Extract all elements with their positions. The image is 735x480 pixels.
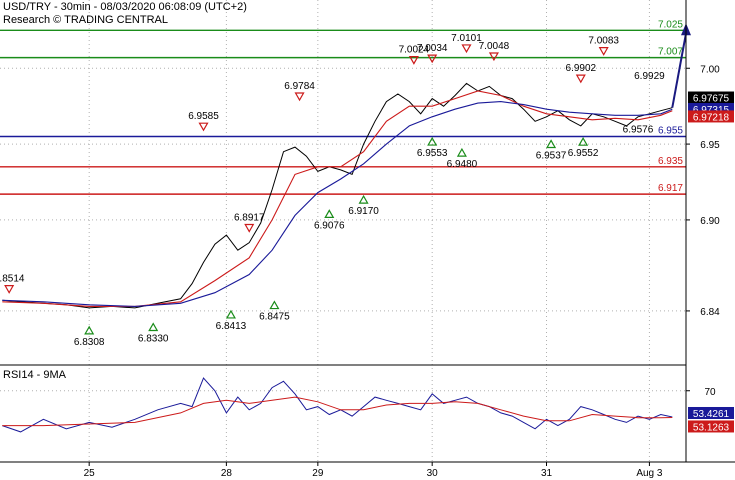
swing-low-label: 6.8308: [74, 337, 105, 348]
ma-fast-line: [2, 90, 673, 307]
price-line: [2, 82, 673, 309]
swing-low-label: 6.9552: [568, 148, 599, 159]
level-label: 6.935: [658, 156, 683, 167]
swing-low-marker: [225, 309, 236, 319]
rsi-ma-line: [2, 396, 673, 427]
rsi-tag-bg: [688, 420, 734, 433]
swing-high-label: 6.8514: [0, 274, 25, 285]
swing-low-label: 6.9553: [417, 148, 448, 159]
swing-low-label: 6.8413: [216, 321, 247, 332]
swing-high-label: 6.9585: [188, 111, 219, 122]
swing-low-label: 6.8330: [138, 334, 169, 345]
swing-low-label: 6.9480: [447, 159, 478, 170]
swing-high-label: 7.0101: [451, 33, 482, 44]
swing-high-marker: [244, 223, 255, 233]
swing-high-label: 7.0034: [417, 43, 448, 54]
swing-high-marker: [294, 92, 305, 102]
ma-slow-line: [2, 101, 673, 307]
swing-high-label: 6.9784: [284, 81, 315, 92]
annotation-layer: 6.8514 6.8308 6.8330 6.9585 6.8413 6.8917 6.84…: [0, 33, 665, 348]
series-layer: [2, 23, 691, 309]
price-tag-label: 6.97675: [693, 94, 730, 105]
time-tick-label: 25: [84, 468, 96, 479]
swing-high-label: 7.0048: [479, 41, 510, 52]
rsi-tag-label: 53.1263: [693, 422, 730, 433]
swing-low-marker: [427, 136, 438, 146]
grid-layer: [0, 0, 686, 462]
price-tag-bg: [688, 110, 734, 123]
rsi-title: RSI14 - 9MA: [3, 369, 66, 381]
swing-low-label: 6.8475: [259, 312, 290, 323]
swing-high-label: 6.8917: [234, 213, 265, 224]
time-tick-label: 28: [221, 468, 233, 479]
rsi-panel: 70 53.4261 53.1263: [0, 377, 734, 433]
swing-high-marker: [4, 285, 15, 294]
time-tick-label: 30: [427, 468, 439, 479]
swing-low-marker: [456, 147, 467, 157]
level-lines: 7.025 7.007 6.955 6.935 6.917: [0, 19, 686, 195]
rsi-line: [2, 377, 673, 433]
chart-title: USD/TRY - 30min - 08/03/2020 06:08:09 (U…: [3, 1, 247, 13]
swing-low-marker: [358, 194, 369, 204]
swing-high-marker: [575, 74, 586, 84]
price-tag-label: 6.97218: [693, 112, 730, 123]
swing-high-marker: [461, 44, 472, 54]
level-label: 6.955: [658, 126, 683, 137]
swing-low-marker: [546, 139, 557, 149]
swing-low-marker: [84, 325, 95, 335]
level-label: 7.025: [658, 19, 683, 30]
swing-low-label: 6.9537: [536, 150, 567, 161]
swing-low-marker: [578, 136, 589, 146]
swing-high-label: 6.9902: [566, 63, 597, 74]
price-tick-label: 7.00: [700, 64, 720, 75]
swing-low-marker: [148, 322, 159, 332]
forecast-arrow-shaft: [671, 33, 687, 108]
time-tick-label: 29: [312, 468, 324, 479]
swing-high-label: 7.0024: [399, 45, 430, 56]
swing-low-marker: [269, 300, 280, 310]
price-label: 6.9576: [623, 125, 654, 136]
swing-low-label: 6.9170: [348, 206, 379, 217]
level-label: 6.917: [658, 183, 683, 194]
price-tick-label: 6.90: [700, 216, 720, 227]
time-tick-label: 31: [541, 468, 553, 479]
swing-high-marker: [427, 54, 438, 64]
price-tag-bg: [688, 91, 734, 104]
swing-low-label: 6.9076: [314, 220, 345, 231]
swing-high-marker: [488, 52, 499, 62]
chart-subtitle: Research © TRADING CENTRAL: [3, 14, 168, 26]
swing-high-marker: [598, 47, 609, 56]
price-tick-label: 6.84: [700, 307, 720, 318]
level-label: 7.007: [658, 47, 683, 58]
rsi-tag-bg: [688, 406, 734, 419]
rsi-tag-label: 53.4261: [693, 409, 730, 420]
time-tick-label: Aug 3: [636, 468, 663, 479]
swing-high-label: 7.0083: [588, 36, 619, 47]
swing-low-marker: [324, 209, 335, 218]
price-tick-label: 6.95: [700, 140, 720, 151]
price-label: 6.9929: [634, 71, 665, 82]
rsi-tick-label: 70: [704, 387, 716, 398]
swing-high-marker: [198, 122, 209, 132]
swing-high-marker: [408, 56, 419, 65]
